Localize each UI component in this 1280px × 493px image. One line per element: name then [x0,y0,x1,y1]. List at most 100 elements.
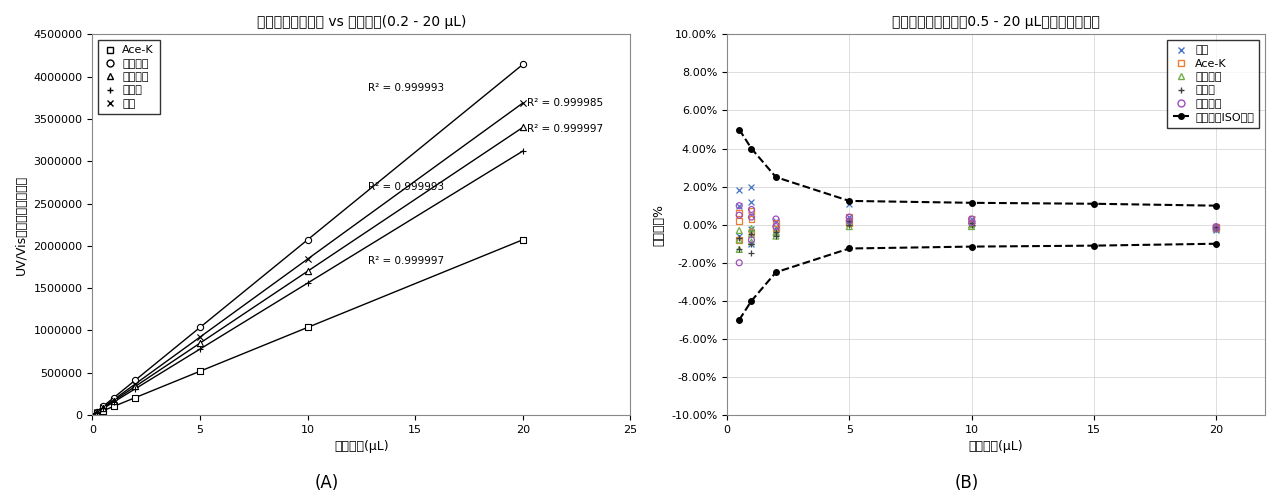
Point [741,230,762,238]
Point [1206,225,1226,233]
Title: 残差图（进样体积为0.5 - 20 μL时的相对误差）: 残差图（进样体积为0.5 - 20 μL时的相对误差） [892,15,1100,29]
Point [838,213,859,221]
Point [765,228,786,236]
Point [189,339,210,347]
Point [87,409,108,417]
Point [741,208,762,215]
Point [741,198,762,206]
X-axis label: 进样体积(μL): 进样体积(μL) [969,440,1023,454]
Point [765,219,786,227]
Text: R² = 0.999997: R² = 0.999997 [367,256,444,266]
Point [1206,226,1226,234]
Point [741,215,762,223]
Text: (A): (A) [315,474,338,492]
Point [741,228,762,236]
Point [741,213,762,221]
Point [838,221,859,229]
Point [961,219,982,227]
Text: R² = 0.999993: R² = 0.999993 [367,83,444,94]
Point [730,246,750,253]
Point [730,234,750,242]
Point [104,395,124,403]
Point [741,240,762,247]
Point [512,61,532,69]
Point [87,408,108,416]
Point [1206,225,1226,233]
Point [765,228,786,236]
Point [93,407,114,415]
Point [125,383,146,390]
Point [297,255,317,263]
Point [87,409,108,417]
Point [1206,225,1226,233]
Point [741,225,762,233]
Point [730,236,750,244]
Point [512,147,532,155]
Point [512,123,532,131]
Point [512,236,532,244]
Point [961,219,982,227]
Point [189,323,210,331]
Point [93,404,114,412]
Point [93,405,114,413]
Point [512,99,532,107]
Point [838,219,859,227]
X-axis label: 进样体积(μL): 进样体积(μL) [334,440,389,454]
Point [730,202,750,210]
Point [1206,223,1226,231]
Point [104,393,124,401]
Point [87,408,108,416]
Point [741,236,762,244]
Point [961,223,982,231]
Point [765,232,786,240]
Point [730,246,750,253]
Point [189,345,210,353]
Point [189,333,210,341]
Point [961,215,982,223]
Point [1206,225,1226,233]
Legend: 糖精, Ace-K, 苯甲酸盐, 咖啡因, 阿斯巴甜, 移液管的ISO限值: 糖精, Ace-K, 苯甲酸盐, 咖啡因, 阿斯巴甜, 移液管的ISO限值 [1167,40,1260,128]
Point [961,219,982,227]
Point [730,226,750,234]
Point [838,217,859,225]
Point [1206,223,1226,231]
Point [93,403,114,411]
Point [961,221,982,229]
Point [297,323,317,331]
Point [104,402,124,410]
Point [125,385,146,392]
Point [741,230,762,238]
Point [87,408,108,416]
Point [125,376,146,384]
Point [741,249,762,257]
Point [838,217,859,225]
Point [838,200,859,208]
Point [765,225,786,233]
Point [838,213,859,221]
Point [838,223,859,231]
Point [741,240,762,247]
Legend: Ace-K, 阿斯巴甜, 苯甲酸盐, 咖啡因, 糖精: Ace-K, 阿斯巴甜, 苯甲酸盐, 咖啡因, 糖精 [99,40,160,114]
Point [125,380,146,388]
Point [1206,223,1226,231]
Point [838,213,859,221]
Point [730,236,750,244]
Point [297,279,317,287]
Point [297,267,317,275]
Point [730,259,750,267]
Point [741,206,762,213]
Point [104,397,124,405]
Y-axis label: UV/Vis响应（任意单位）: UV/Vis响应（任意单位） [15,175,28,275]
Point [730,202,750,210]
Point [765,215,786,223]
Point [125,393,146,401]
Text: (B): (B) [955,474,978,492]
Point [730,210,750,217]
Text: R² = 0.999993: R² = 0.999993 [367,181,444,192]
Point [189,367,210,375]
Text: R² = 0.999997: R² = 0.999997 [527,124,603,134]
Point [104,398,124,406]
Point [297,236,317,244]
Point [93,402,114,410]
Point [730,232,750,240]
